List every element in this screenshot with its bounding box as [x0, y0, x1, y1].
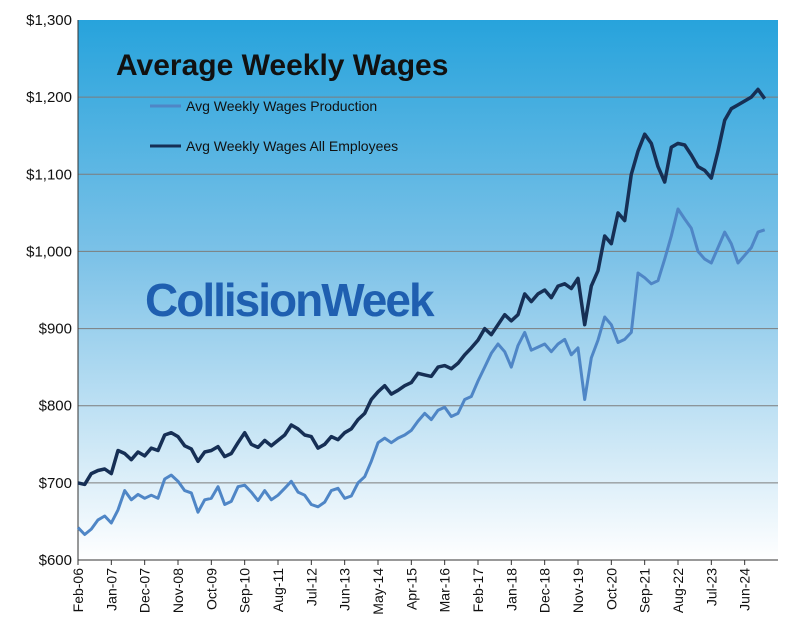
series-lines [76, 87, 767, 536]
y-tick-label: $600 [39, 552, 72, 569]
x-tick-label: Dec-18 [537, 568, 553, 613]
x-tick-label: Jul-23 [703, 568, 719, 606]
y-tick-label: $1,100 [26, 166, 72, 183]
gridlines [77, 20, 778, 561]
legend-label-production: Avg Weekly Wages Production [186, 98, 377, 114]
x-tick-label: Sep-21 [637, 568, 653, 613]
x-tick-label: Oct-09 [203, 568, 219, 610]
y-tick-label: $1,300 [26, 12, 72, 29]
series-line-all-employees [77, 87, 767, 487]
legend: Avg Weekly Wages Production Avg Weekly W… [150, 98, 398, 154]
chart-title: Average Weekly Wages [116, 49, 448, 82]
y-tick-label: $1,000 [26, 243, 72, 260]
plot-area [78, 20, 778, 560]
y-tick-label: $1,200 [26, 89, 72, 106]
x-tick-label: Nov-08 [170, 568, 186, 613]
x-tick-label: Oct-20 [603, 568, 619, 610]
x-tick-label: Nov-19 [570, 568, 586, 613]
x-tick-label: Jul-12 [303, 568, 319, 606]
y-tick-label: $800 [39, 398, 72, 415]
x-tick-label: Jan-18 [503, 568, 519, 611]
y-tick-label: $700 [39, 475, 72, 492]
x-tick-label: May-14 [370, 568, 386, 615]
x-tick-label: Sep-10 [237, 568, 253, 613]
legend-label-all-employees: Avg Weekly Wages All Employees [186, 138, 398, 154]
x-tick-label: Jan-07 [103, 568, 119, 611]
x-tick-label: Aug-22 [670, 568, 686, 613]
x-tick-label: Dec-07 [137, 568, 153, 613]
watermark-logo: CollisionWeek [145, 274, 435, 326]
y-tick-label: $900 [39, 321, 72, 338]
x-tick-label: Jun-24 [737, 568, 753, 611]
x-axis: Feb-06 Jan-07 Dec-07 Nov-08 Oct-09 Sep-10 Aug-… [70, 560, 753, 615]
x-tick-label: Mar-16 [437, 568, 453, 613]
x-tick-label: Jun-13 [337, 568, 353, 611]
x-tick-label: Feb-17 [470, 568, 486, 613]
x-tick-label: Apr-15 [403, 568, 419, 610]
x-tick-label: Feb-06 [70, 568, 86, 613]
series-line-production [76, 207, 766, 536]
y-axis: $600 $700 $800 $900 $1,000 $1,100 $1,200 $1,300 [26, 12, 72, 569]
x-tick-label: Aug-11 [270, 568, 286, 612]
